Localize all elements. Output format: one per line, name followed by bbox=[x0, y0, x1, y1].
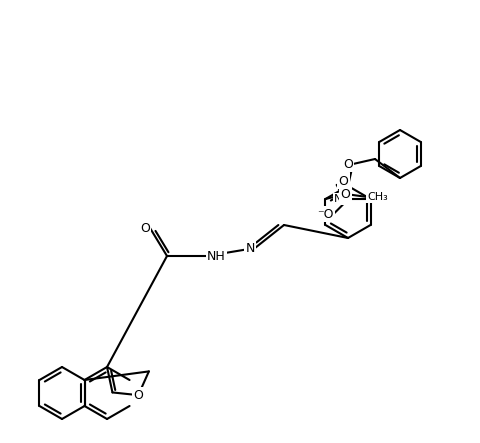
Text: O: O bbox=[342, 158, 352, 171]
Text: NH: NH bbox=[206, 249, 225, 263]
Text: O: O bbox=[340, 187, 350, 201]
Text: N: N bbox=[245, 241, 254, 254]
Text: O: O bbox=[338, 175, 348, 187]
Text: N⁺: N⁺ bbox=[334, 194, 348, 204]
Text: O: O bbox=[133, 389, 143, 402]
Text: CH₃: CH₃ bbox=[367, 192, 387, 202]
Text: O: O bbox=[140, 222, 150, 234]
Text: ⁻O: ⁻O bbox=[316, 207, 333, 221]
